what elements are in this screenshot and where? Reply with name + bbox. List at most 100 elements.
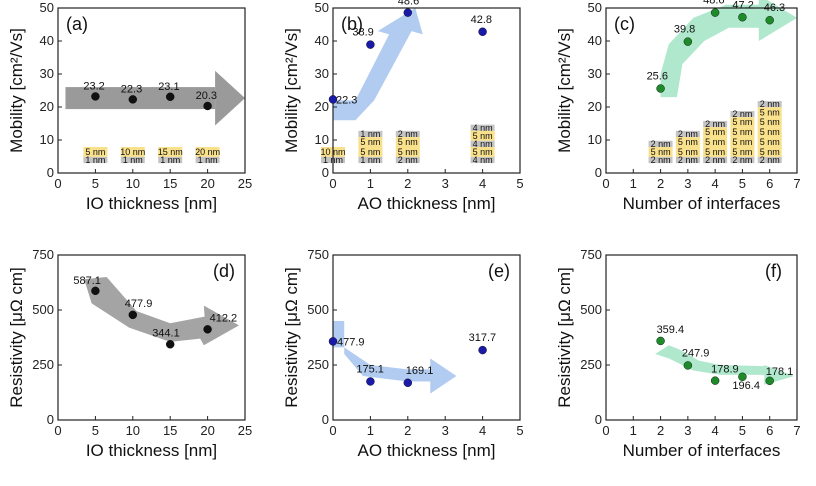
x-tick-label: 2 <box>657 176 664 191</box>
data-label: 412.2 <box>210 312 238 324</box>
trend-arrow <box>333 321 457 394</box>
data-label: 344.1 <box>152 327 180 339</box>
layer-block <box>730 156 755 164</box>
layer-label: 2 nm <box>760 155 780 165</box>
layer-label: 5 nm <box>705 127 725 137</box>
data-point <box>478 345 487 355</box>
layer-block <box>703 156 728 164</box>
arrow-head <box>215 70 245 126</box>
data-point <box>738 372 747 381</box>
data-point <box>203 325 212 334</box>
y-axis-label: Resistivity [μΩ cm] <box>282 267 301 408</box>
layer-label: 5 nm <box>473 147 493 157</box>
layer-label: 1 nm <box>360 129 380 139</box>
layer-label: 2 nm <box>705 155 725 165</box>
trend-arrow <box>84 277 240 346</box>
layer-block <box>358 130 383 138</box>
layer-block <box>395 146 420 157</box>
layer-block <box>757 117 782 128</box>
layer-label: 2 nm <box>705 119 725 129</box>
layer-block <box>195 156 220 164</box>
layer-label: 10 nm <box>120 147 145 157</box>
x-tick-label: 20 <box>200 423 214 438</box>
layer-block <box>703 137 728 147</box>
layer-label: 2 nm <box>398 129 418 139</box>
data-label: 38.9 <box>352 27 373 39</box>
data-label: 477.9 <box>337 336 365 348</box>
data-point <box>328 95 338 104</box>
x-tick-label: 3 <box>442 423 449 438</box>
data-point <box>203 101 212 111</box>
layer-label: 2 nm <box>651 139 671 149</box>
layer-label: 5 nm <box>760 107 780 117</box>
data-label: 23.1 <box>158 81 179 93</box>
data-point <box>765 376 774 386</box>
data-label: 20.3 <box>196 90 217 102</box>
layer-block <box>470 156 495 164</box>
y-tick-label: 40 <box>40 33 54 48</box>
y-tick-label: 40 <box>315 33 329 48</box>
x-tick-label: 0 <box>602 176 609 191</box>
x-tick-label: 5 <box>516 176 523 191</box>
plot-frame <box>605 7 798 174</box>
layer-block <box>730 146 755 157</box>
layer-block <box>730 111 755 118</box>
x-axis-label: Number of interfaces <box>623 194 781 213</box>
data-label: 587.1 <box>73 275 101 287</box>
x-tick-label: 10 <box>126 423 140 438</box>
layer-label: 4 nm <box>473 123 493 133</box>
layer-label: 2 nm <box>760 99 780 109</box>
data-label: 175.1 <box>356 363 384 375</box>
layer-block <box>358 146 383 157</box>
data-label: 48.6 <box>398 0 419 8</box>
x-tick-label: 6 <box>766 423 773 438</box>
trend-arrow <box>660 0 797 98</box>
layer-block <box>395 156 420 164</box>
layer-block <box>730 117 755 128</box>
x-tick-label: 4 <box>479 423 486 438</box>
layer-label: 5 nm <box>760 147 780 157</box>
panel-label: (c) <box>614 14 635 34</box>
x-tick-label: 6 <box>766 176 773 191</box>
layer-block <box>757 127 782 138</box>
data-label: 39.8 <box>674 24 695 36</box>
layer-label: 5 nm <box>678 137 698 147</box>
x-tick-label: 2 <box>404 423 411 438</box>
layer-block <box>757 156 782 164</box>
x-axis-label: Number of interfaces <box>623 441 781 460</box>
plot-frame <box>57 254 246 421</box>
layer-label: 5 nm <box>732 137 752 147</box>
panel-label: (a) <box>66 14 88 34</box>
data-label: 317.7 <box>469 332 497 344</box>
data-label: 47.2 <box>732 0 753 11</box>
y-tick-label: 30 <box>588 66 602 81</box>
layer-block <box>675 137 700 147</box>
data-point <box>128 310 138 320</box>
y-tick-label: 750 <box>580 247 602 262</box>
x-tick-label: 4 <box>479 176 486 191</box>
layer-block <box>83 156 108 164</box>
layer-label: 5 nm <box>398 147 418 157</box>
layer-block <box>757 146 782 157</box>
layer-label: 5 nm <box>473 131 493 141</box>
y-tick-label: 30 <box>40 66 54 81</box>
layer-label: 5 nm <box>651 147 671 157</box>
panel-b: 10 nm1 nm1 nm5 nm5 nm1 nm2 nm5 nm5 nm2 n… <box>282 0 524 213</box>
layer-label: 1 nm <box>85 155 105 165</box>
layer-block <box>648 156 673 164</box>
x-axis-label: IO thickness [nm] <box>86 441 217 460</box>
layer-block <box>358 156 383 164</box>
data-point <box>366 377 375 386</box>
layer-block <box>703 146 728 157</box>
x-tick-label: 0 <box>329 423 336 438</box>
layer-block <box>675 130 700 138</box>
y-tick-label: 250 <box>307 357 329 372</box>
y-tick-label: 50 <box>588 0 602 15</box>
layer-block <box>470 140 495 147</box>
y-tick-label: 50 <box>315 0 329 15</box>
x-axis-label: IO thickness [nm] <box>86 194 217 213</box>
layer-label: 2 nm <box>398 155 418 165</box>
layer-label: 5 nm <box>398 137 418 147</box>
